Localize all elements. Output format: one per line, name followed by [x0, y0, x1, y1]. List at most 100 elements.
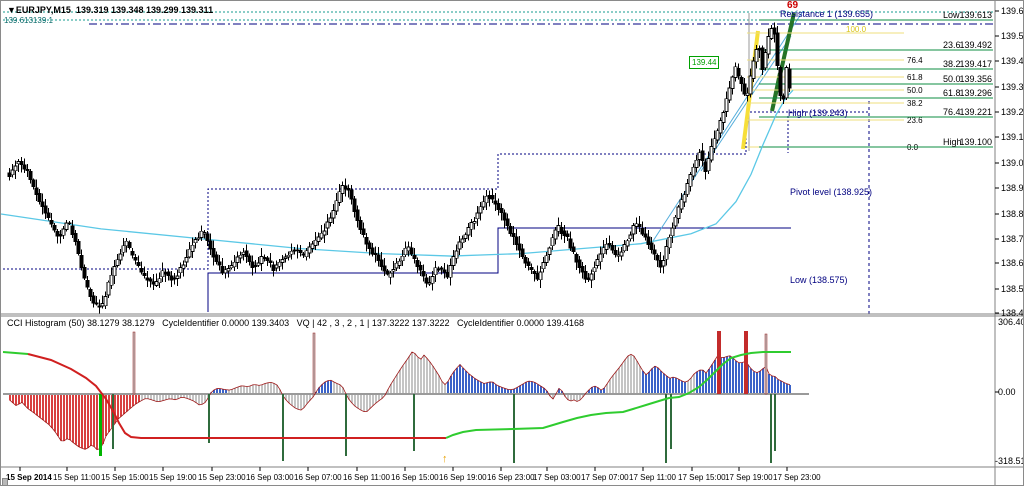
histogram-bar [576, 394, 578, 402]
fib-green[interactable]: Low 139.61323.6139.49238.2139.41750.0139.… [759, 10, 993, 148]
candle-body [748, 75, 753, 95]
object-marker-69[interactable]: 69 [787, 0, 799, 11]
fib-100-label[interactable]: 100.0 [846, 25, 867, 34]
histogram-bar [108, 394, 110, 432]
histogram-bar [285, 394, 287, 400]
histogram-bar [561, 390, 563, 394]
time-tick-label: 15 Sep 23:00 [198, 473, 246, 482]
histogram-bar [552, 394, 554, 399]
candle-body [691, 166, 696, 177]
candle-body [433, 267, 438, 276]
histogram-bar [375, 394, 377, 404]
histogram-bar [528, 381, 530, 394]
histogram-bar [36, 394, 38, 416]
histogram-bar [249, 386, 251, 394]
histogram-bar [495, 384, 497, 394]
histogram-bar [93, 394, 95, 447]
histogram-bar [261, 384, 263, 394]
stepped-solid-line [207, 227, 791, 312]
histogram-bar [363, 394, 365, 412]
histogram-bar [579, 394, 581, 401]
candle-body [289, 250, 294, 255]
candle-body [271, 264, 276, 271]
pivot-level-label[interactable]: Pivot level (138.925) [790, 187, 873, 197]
candle-body [745, 92, 750, 96]
histogram-bar [537, 384, 539, 394]
histogram-bar [399, 369, 401, 394]
histogram-bar [327, 380, 329, 394]
fib-yellow[interactable]: 0.023.638.250.061.876.4 [747, 32, 923, 152]
candle-body [502, 212, 507, 221]
histogram-bar [525, 382, 527, 394]
price-tag-139-44[interactable]: 139.44 [689, 56, 720, 69]
histogram-bar [735, 360, 737, 394]
histogram-bar [678, 379, 680, 394]
candle-body [214, 254, 219, 263]
candle-body [760, 47, 765, 71]
signal-arrow-up-icon: ↑ [442, 453, 448, 465]
window-resize-corner[interactable] [2, 478, 8, 485]
candle-body [499, 207, 504, 213]
candle-body [382, 265, 387, 272]
histogram-bar [645, 374, 647, 394]
fib-green-value: 139.613 [959, 10, 992, 20]
fib-green-name: 76.4 [943, 107, 961, 117]
histogram-bar [42, 394, 44, 420]
axis-price-box-upper: 139.608 [997, 16, 1023, 26]
candle-body [130, 250, 135, 256]
candle-body [373, 253, 378, 255]
histogram-bar [330, 380, 332, 394]
ind-axis-bottom: -318.5101 [995, 456, 1023, 466]
histogram-bar [534, 382, 536, 394]
histogram-bar [30, 394, 32, 411]
candle-body [10, 169, 15, 176]
candle-body [169, 275, 174, 281]
candle-body [346, 187, 351, 191]
histogram-bar [783, 382, 785, 394]
candle-body [127, 242, 132, 249]
candle-body [76, 241, 81, 255]
candle-body [601, 247, 606, 255]
candle-body [754, 49, 759, 63]
fib-green-value: 139.221 [959, 107, 992, 117]
candle-body [769, 28, 774, 39]
moving-average [1, 89, 794, 257]
histogram-bar [615, 371, 617, 394]
time-tick-label: 16 Sep 15:00 [391, 473, 439, 482]
candle-body [292, 249, 297, 252]
candle-body [496, 202, 501, 211]
candle-body [217, 261, 222, 266]
histogram-bar [423, 355, 425, 394]
candle-body [580, 266, 585, 273]
candle-body [52, 225, 57, 231]
candle-body [472, 220, 477, 224]
time-tick-label: 17 Sep 03:00 [533, 473, 581, 482]
gray-spike [312, 332, 316, 395]
histogram-bar [768, 373, 770, 394]
candle-body [643, 233, 648, 238]
time-axis[interactable]: 15 Sep 2014 15 Sep 11:00 15 Sep 15:00 15 Se… [6, 467, 821, 482]
histogram-bar [153, 394, 155, 401]
histogram-bar [132, 394, 134, 407]
histogram-bar [189, 394, 191, 400]
candle-body [493, 200, 498, 205]
low-pivot-label[interactable]: Low (138.575) [790, 275, 848, 285]
candle-body [259, 255, 264, 265]
candle-body [520, 248, 525, 257]
histogram-bar [456, 367, 458, 394]
crimson-signal-bar [717, 331, 721, 394]
histogram-bar [753, 371, 755, 394]
price-axis[interactable]: 139.650 139.550 139.450 139.345 139.245 139.1… [995, 6, 1024, 393]
candle-body [55, 230, 60, 237]
histogram-bar [72, 394, 74, 443]
gray-spike [132, 331, 136, 395]
histogram-bar [756, 372, 758, 394]
candle-body [412, 255, 417, 260]
candle-body [544, 255, 549, 263]
histogram-bar [339, 384, 341, 394]
resistance1-label[interactable]: Resistance 1 (139.655) [780, 9, 874, 19]
high-pivot-label[interactable]: High (139.243) [788, 108, 848, 118]
candle-body [397, 260, 402, 266]
